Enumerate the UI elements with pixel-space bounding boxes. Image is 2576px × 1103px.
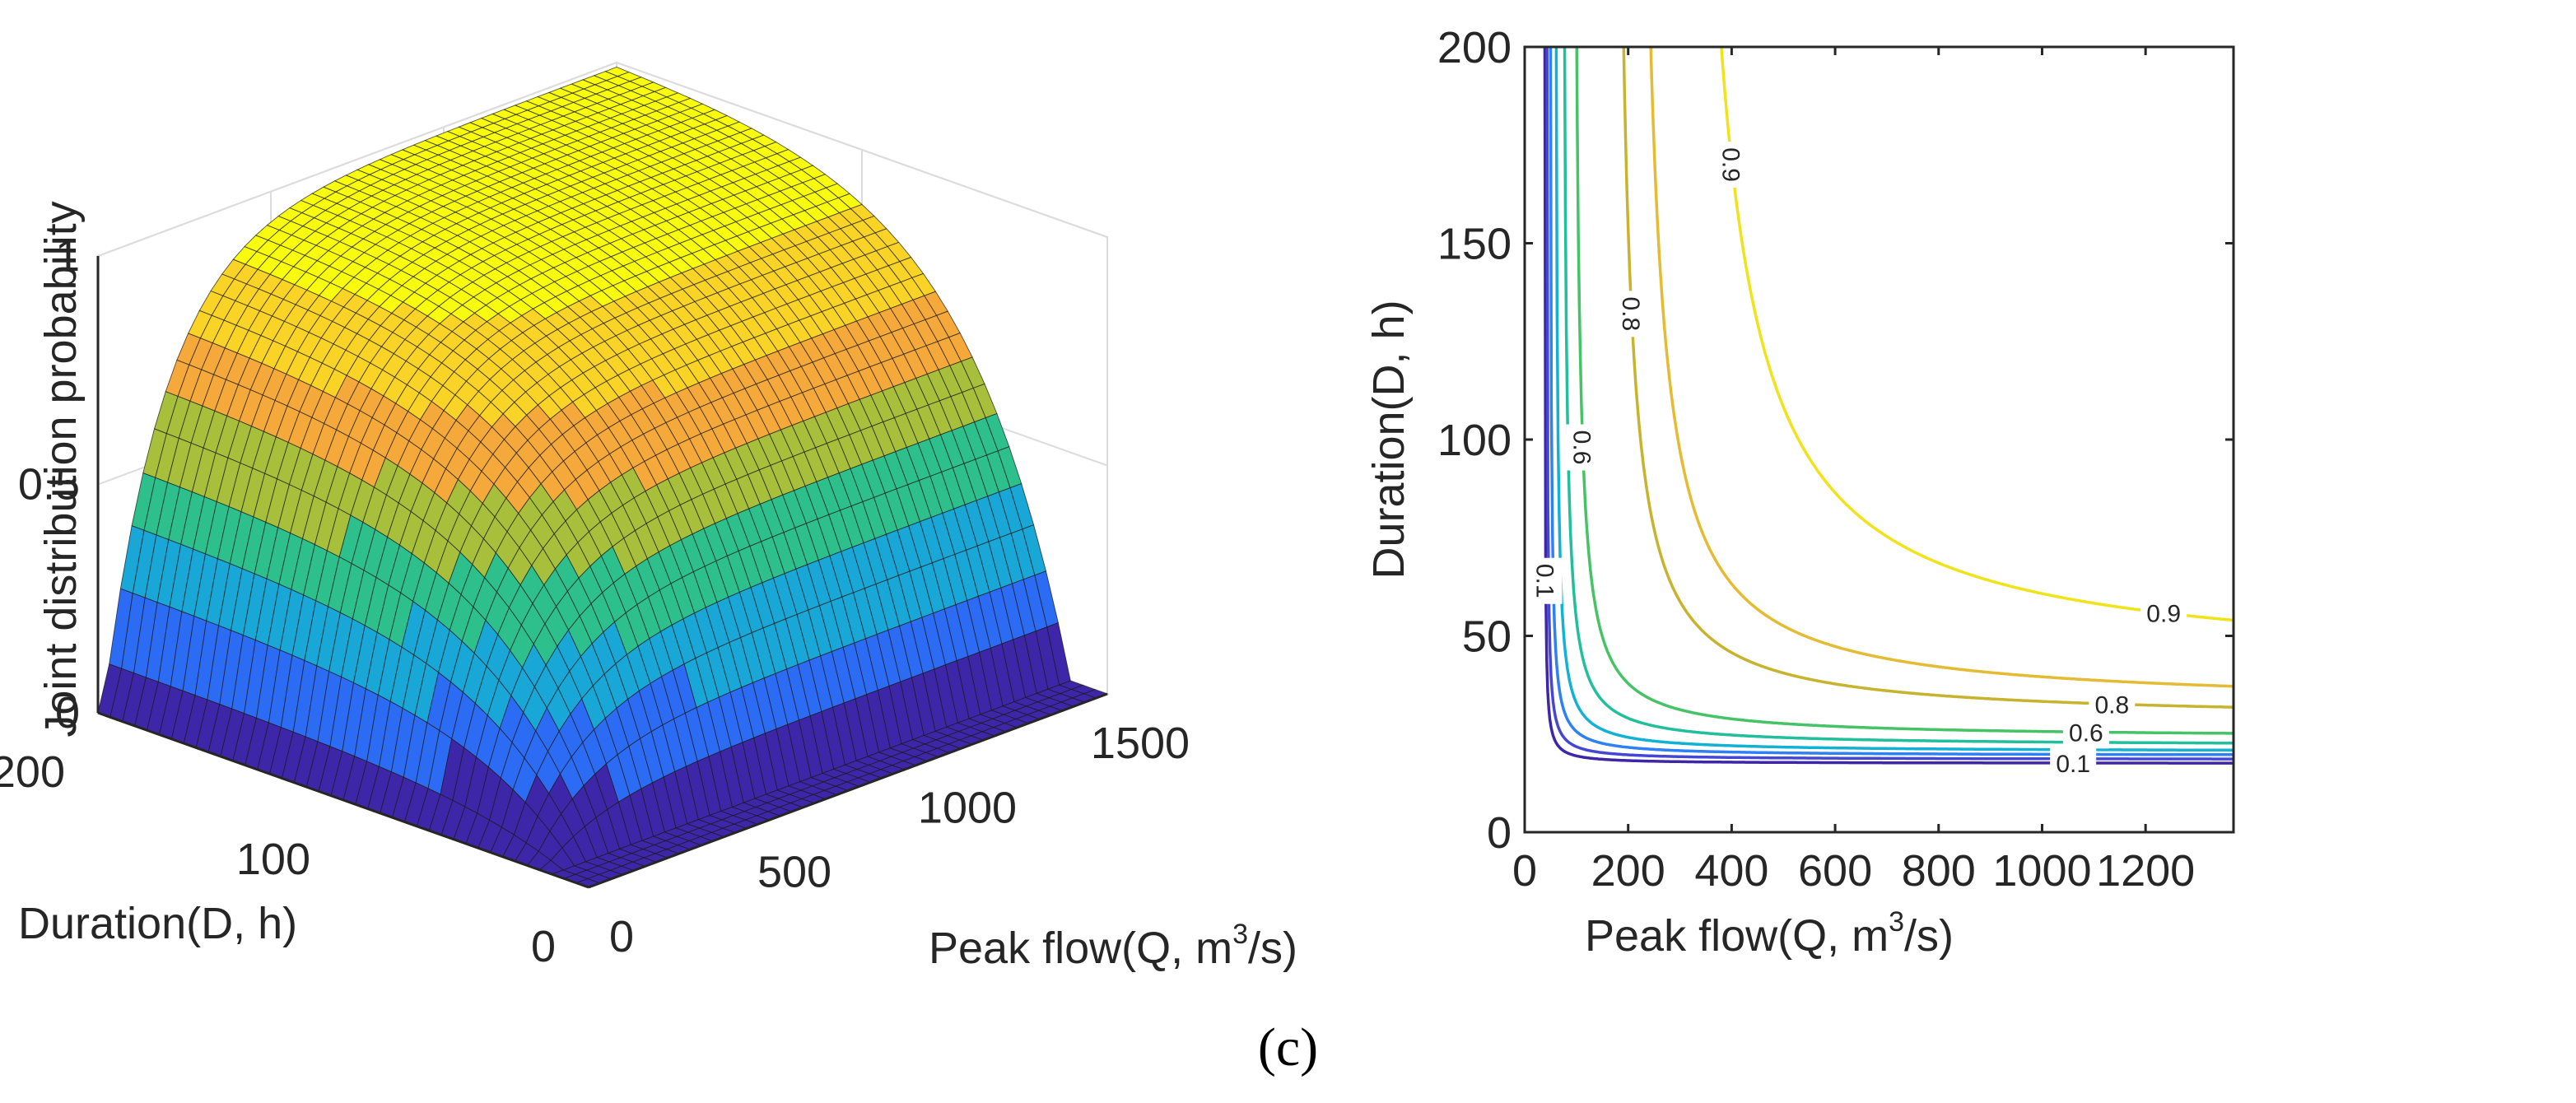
surface-xlabel-suffix: /s) bbox=[1248, 924, 1297, 973]
contour-ytick-label: 0 bbox=[1487, 808, 1512, 858]
contour-xlabel-suffix: /s) bbox=[1904, 911, 1954, 961]
surface-ytick-label: 100 bbox=[236, 835, 310, 884]
contour-label: 0.8 bbox=[1614, 291, 1648, 337]
contour-line bbox=[1545, 47, 2234, 761]
contour-ytick-label: 50 bbox=[1462, 612, 1512, 662]
surface-xlabel: Peak flow(Q, m3/s) bbox=[929, 919, 1297, 973]
contour-ytick-label: 200 bbox=[1437, 23, 1512, 72]
contour-label-text: 0.9 bbox=[2146, 601, 2181, 628]
surface-axes bbox=[96, 256, 1108, 889]
contour-ytick-label: 150 bbox=[1437, 220, 1512, 269]
contour-line bbox=[1649, 47, 2234, 688]
surface-xtick-label: 1500 bbox=[1091, 719, 1190, 768]
contour-label-text: 0.8 bbox=[1617, 297, 1644, 332]
contour-label-text: 0.6 bbox=[1568, 430, 1595, 465]
contour-label-bg bbox=[1566, 424, 1600, 471]
contour-ylabel: Duration(D, h) bbox=[1364, 300, 1414, 579]
surface-ytick-label: 0 bbox=[531, 922, 556, 971]
contour-label-bg bbox=[2050, 746, 2097, 780]
contour-xlabel-prefix: Peak flow(Q, m bbox=[1585, 911, 1889, 961]
contour-label: 0.9 bbox=[2140, 596, 2187, 630]
surface-mesh bbox=[97, 67, 1109, 888]
surface-qaxis bbox=[588, 692, 1108, 889]
contour-label: 0.8 bbox=[2089, 687, 2136, 721]
surface-ztick-label: 0.5 bbox=[18, 460, 80, 510]
contour-line bbox=[1543, 47, 2234, 765]
contour-label-bg bbox=[1614, 291, 1648, 337]
contour-label: 0.1 bbox=[1529, 557, 1563, 604]
contour-label: 0.9 bbox=[1715, 142, 1749, 188]
surface-plot: 0 500 1000 1500 0 100 200 0 0.5 1 Joint distribut… bbox=[0, 61, 1297, 973]
contour-label-bg bbox=[2089, 687, 2136, 721]
contour-label-text: 0.6 bbox=[2069, 719, 2103, 747]
figure-caption: (c) bbox=[1257, 1017, 1319, 1077]
contour-xtick-label: 0 bbox=[1512, 846, 1537, 896]
contour-line bbox=[1549, 47, 2234, 756]
surface-xlabel-sup: 3 bbox=[1232, 919, 1248, 950]
contour-line bbox=[1554, 47, 2234, 752]
surface-xtick-label: 1000 bbox=[918, 783, 1017, 832]
contour-label-bg bbox=[2140, 596, 2187, 630]
contour-ytick-label: 100 bbox=[1437, 416, 1512, 465]
contour-label-text: 0.1 bbox=[1531, 564, 1558, 598]
contour-label-bg bbox=[1715, 142, 1749, 188]
contour-xtick-label: 800 bbox=[1902, 846, 1976, 896]
contour-xlabel-sup: 3 bbox=[1889, 906, 1904, 938]
contour-plot: 0.90.80.60.10.90.80.60.1 0 200 400 600 800 10… bbox=[1364, 23, 2235, 961]
contour-label-text: 0.1 bbox=[2056, 751, 2090, 778]
contour-line bbox=[1575, 47, 2234, 735]
contour-label: 0.6 bbox=[2062, 715, 2109, 749]
contour-xlabel: Peak flow(Q, m3/s) bbox=[1585, 906, 1954, 961]
surface-xtick-label: 0 bbox=[609, 912, 634, 961]
contour-lines bbox=[1543, 47, 2234, 765]
contour-ticks: 0 200 400 600 800 1000 1200 0 50 100 150 200 bbox=[1437, 23, 2234, 896]
contour-line bbox=[1563, 47, 2234, 745]
surface-daxis bbox=[97, 711, 589, 889]
contour-xtick-label: 200 bbox=[1591, 846, 1665, 896]
contour-label-text: 0.8 bbox=[2094, 691, 2129, 719]
surface-ylabel: Duration(D, h) bbox=[18, 899, 297, 948]
surface-xtick-label: 500 bbox=[757, 848, 831, 897]
surface-ztick-label: 0 bbox=[55, 688, 80, 738]
surface-ytick-label: 200 bbox=[0, 747, 65, 797]
contour-label-bg bbox=[2062, 715, 2109, 749]
contour-label-text: 0.9 bbox=[1717, 147, 1745, 182]
contour-level-labels: 0.90.80.60.10.90.80.60.1 bbox=[1529, 142, 2187, 780]
surface-ztick-label: 1 bbox=[55, 231, 80, 281]
surface-zlabel: Joint distribution probability bbox=[36, 201, 86, 737]
contour-xtick-label: 1200 bbox=[2096, 846, 2195, 896]
contour-label: 0.6 bbox=[1566, 424, 1600, 471]
contour-label: 0.1 bbox=[2050, 746, 2097, 780]
contour-xtick-label: 1000 bbox=[1992, 846, 2091, 896]
surface-xlabel-prefix: Peak flow(Q, m bbox=[929, 924, 1232, 973]
surface-tick-labels: 0 500 1000 1500 0 100 200 0 0.5 1 bbox=[0, 231, 1190, 971]
contour-xtick-label: 600 bbox=[1798, 846, 1872, 896]
contour-xtick-label: 400 bbox=[1694, 846, 1768, 896]
contour-label-bg bbox=[1529, 557, 1563, 604]
